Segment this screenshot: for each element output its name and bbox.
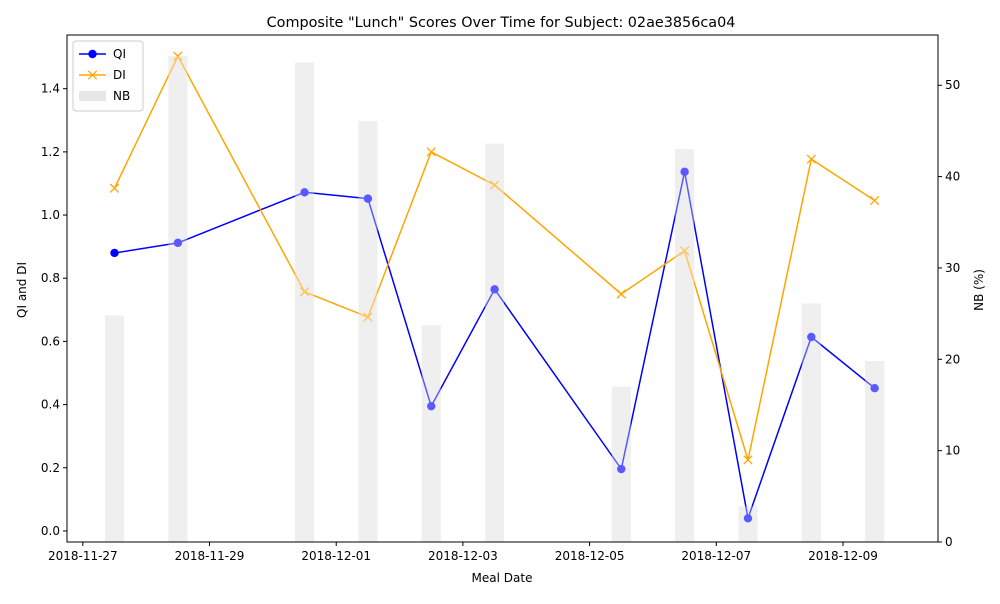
nb-bars xyxy=(105,56,885,543)
nb-bar xyxy=(675,149,695,542)
y-tick-label: 1.2 xyxy=(41,145,60,159)
di-point xyxy=(299,287,310,297)
qi-point xyxy=(680,167,689,176)
legend: QI DI NB xyxy=(72,40,144,112)
di-point xyxy=(489,180,500,190)
nb-bar-overlay xyxy=(801,303,821,542)
y-tick-label: 0.6 xyxy=(41,334,60,348)
nb-bar xyxy=(295,62,315,543)
nb-bar xyxy=(485,143,505,542)
nb-bar-overlay xyxy=(358,120,378,542)
nb-legend-swatch xyxy=(79,91,106,101)
qi-point xyxy=(110,248,119,258)
qi-point xyxy=(300,188,309,197)
di-point xyxy=(869,195,880,206)
nb-bar xyxy=(358,120,378,542)
nb-legend-label: NB xyxy=(113,89,130,103)
y-tick-label: 0.4 xyxy=(41,398,60,412)
di-point xyxy=(679,246,690,256)
nb-bar-overlay xyxy=(738,506,758,542)
di-point xyxy=(363,312,373,322)
nb-bar-overlay xyxy=(865,361,885,542)
y-right-tick-label: 30 xyxy=(945,261,960,275)
nb-bar-overlay xyxy=(675,149,695,542)
x-tick-label: 2018-12-09 xyxy=(808,549,878,563)
nb-bar-overlay xyxy=(611,386,631,542)
y-tick-label: 1.0 xyxy=(41,208,60,222)
axes: 0.0 0.2 0.4 0.6 0.8 1.0 1.2 1.4 0 10 20 30 40 50 2018-… xyxy=(41,34,960,563)
nb-bar-overlay xyxy=(485,143,505,542)
di-point xyxy=(806,154,816,164)
di-legend-label: DI xyxy=(113,68,126,82)
qi-point xyxy=(173,238,183,248)
di-point xyxy=(109,183,120,193)
qi-point xyxy=(807,332,816,342)
qi-legend-label: QI xyxy=(113,47,126,61)
di-legend-marker xyxy=(87,70,98,80)
x-axis-label: Meal Date xyxy=(472,571,533,585)
di-point xyxy=(173,51,183,61)
y-tick-label: 0.8 xyxy=(41,271,60,285)
nb-bar-overlay xyxy=(168,56,188,543)
x-tick-label: 2018-11-27 xyxy=(48,549,118,563)
y-right-tick-label: 20 xyxy=(945,352,960,366)
nb-bar xyxy=(801,303,821,542)
y-axis-label: QI and DI xyxy=(15,262,29,318)
y-tick-label: 0.2 xyxy=(41,461,60,475)
di-point xyxy=(743,455,753,465)
y-right-tick-label: 10 xyxy=(945,444,960,458)
di-point xyxy=(616,289,626,299)
qi-point xyxy=(743,514,753,523)
x-tick-label: 2018-12-05 xyxy=(555,549,625,563)
x-tick-label: 2018-12-03 xyxy=(428,549,498,563)
y-tick-label: 1.4 xyxy=(41,82,60,96)
nb-bar xyxy=(865,361,885,542)
x-tick-label: 2018-11-29 xyxy=(175,549,245,563)
nb-bar-overlay xyxy=(295,62,315,543)
y-right-tick-label: 0 xyxy=(945,535,953,549)
x-tick-label: 2018-12-07 xyxy=(681,549,751,563)
nb-bar-overlay xyxy=(105,315,125,542)
y-tick-label: 0.0 xyxy=(41,524,60,538)
nb-bar xyxy=(421,325,441,542)
nb-bar-overlay xyxy=(421,325,441,542)
nb-bar xyxy=(105,315,125,542)
nb-bar xyxy=(738,506,758,542)
qi-point xyxy=(617,464,626,474)
y-right-tick-label: 50 xyxy=(945,78,960,92)
qi-point xyxy=(363,194,373,203)
chart-title: Composite "Lunch" Scores Over Time for S… xyxy=(267,15,736,31)
y-axis-right-label: NB (%) xyxy=(972,269,986,311)
di-point xyxy=(426,147,436,157)
qi-point xyxy=(870,383,879,393)
qi-point xyxy=(427,401,436,411)
qi-point xyxy=(490,285,499,294)
plot-frame xyxy=(66,34,939,543)
nb-bar xyxy=(611,386,631,542)
line-series xyxy=(105,51,885,543)
nb-bar xyxy=(168,56,188,543)
x-tick-label: 2018-12-01 xyxy=(301,549,371,563)
y-right-tick-label: 40 xyxy=(945,170,960,184)
qi-legend-marker xyxy=(88,49,97,59)
